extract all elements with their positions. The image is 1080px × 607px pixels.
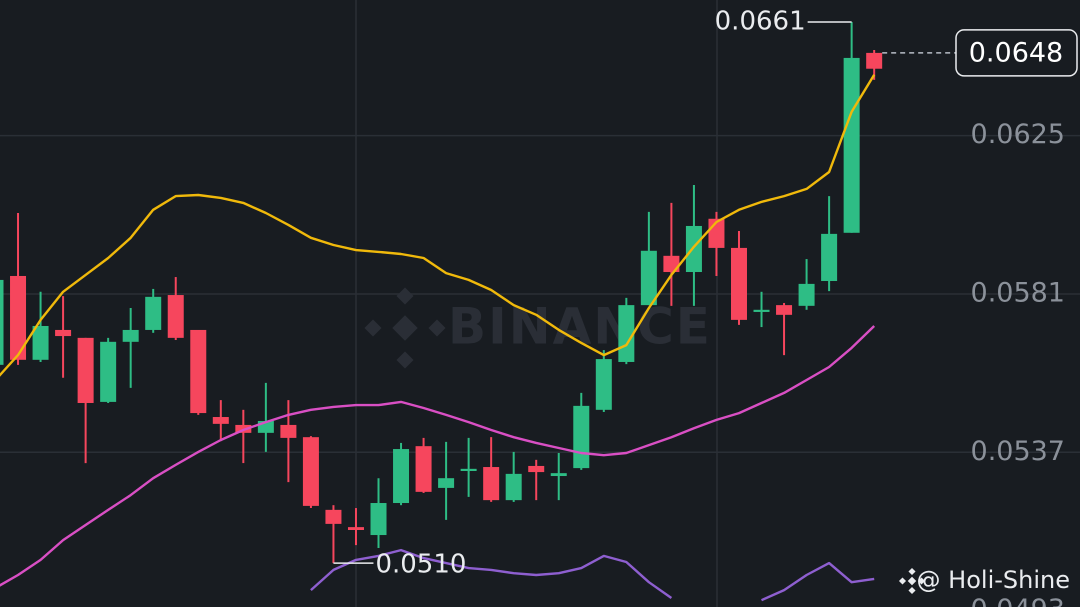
candle-body xyxy=(573,405,590,469)
candle-body xyxy=(460,468,477,471)
candle-body xyxy=(550,473,567,477)
candle-body xyxy=(640,250,657,306)
candle-body xyxy=(325,509,342,524)
candle-body xyxy=(730,247,747,320)
candle-body xyxy=(257,420,274,433)
candle-body xyxy=(528,465,545,473)
candle-body xyxy=(190,329,207,414)
candle-body xyxy=(167,295,184,338)
candle-body xyxy=(505,473,522,501)
y-tick-label: 0.0625 xyxy=(971,119,1065,150)
candle-body xyxy=(10,275,27,360)
indicator-line xyxy=(0,74,876,377)
candle-body xyxy=(821,233,838,282)
candle-body xyxy=(415,446,432,492)
candle-body xyxy=(77,337,94,403)
candle-body xyxy=(595,359,612,410)
candle-body xyxy=(843,57,860,233)
candle-body xyxy=(866,52,883,69)
candle-body xyxy=(55,329,72,337)
candle-body xyxy=(685,225,702,273)
candle-body xyxy=(280,424,297,438)
y-tick-label: 0.0493 xyxy=(971,594,1065,607)
candle-body xyxy=(370,503,387,536)
candle-body xyxy=(32,325,49,360)
candle-body xyxy=(0,279,4,365)
y-tick-label: 0.0581 xyxy=(971,277,1065,308)
indicator-line xyxy=(0,325,876,587)
watermark-text: BINANCE xyxy=(448,298,712,356)
candle-body xyxy=(663,255,680,273)
candle-body xyxy=(122,329,139,342)
candle-body xyxy=(212,417,229,424)
y-tick-label: 0.0537 xyxy=(971,436,1065,467)
candle-body xyxy=(145,296,162,330)
candle-body xyxy=(438,478,455,488)
low-label: 0.0510 xyxy=(375,550,466,580)
candle-body xyxy=(483,467,500,501)
candle-body xyxy=(776,305,793,315)
candle-body xyxy=(302,437,319,506)
indicator-line xyxy=(310,548,875,602)
candle-body xyxy=(393,449,410,504)
last-price-box xyxy=(955,29,1078,77)
candle-body xyxy=(753,309,770,312)
last-price-label: 0.0648 xyxy=(969,37,1063,68)
candle-body xyxy=(100,341,117,402)
vertical-grid xyxy=(355,0,718,607)
footer-text: @ Holi-Shine xyxy=(917,566,1070,594)
high-label: 0.0661 xyxy=(715,6,806,36)
candle-body xyxy=(347,527,364,531)
candle-body xyxy=(798,283,815,306)
